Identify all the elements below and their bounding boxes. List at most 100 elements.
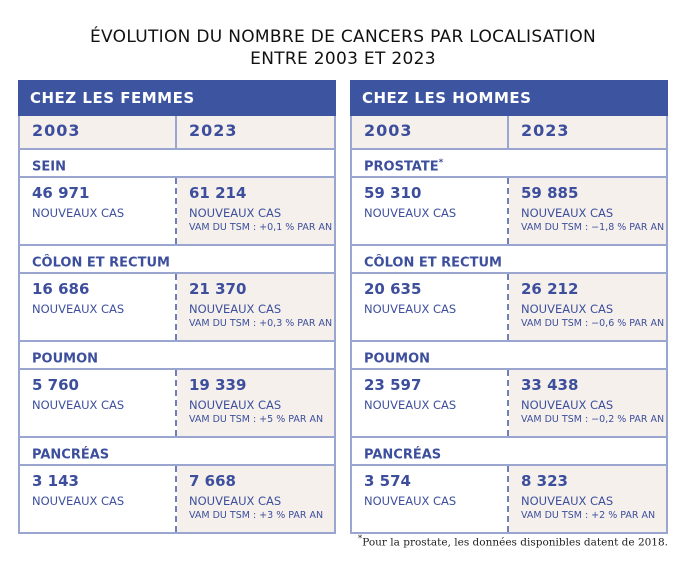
cell-2003: 20 635 NOUVEAUX CAS [352,274,509,340]
label: NOUVEAUX CAS [32,398,125,412]
label: NOUVEAUX CAS [189,494,282,508]
section-title: PANCRÉAS [20,438,334,466]
section-name: PROSTATE [364,159,439,175]
vam-text: VAM DU TSM : −1,8 % PAR AN [521,222,665,233]
value-2003: 16 686 [32,280,90,298]
data-row: 23 597 NOUVEAUX CAS 33 438 NOUVEAUX CAS VAM… [352,370,666,438]
year-2003: 2003 [20,116,177,148]
cell-2023: 26 212 NOUVEAUX CAS VAM DU TSM : −0,6 % PA… [509,274,666,340]
vam-text: VAM DU TSM : +0,1 % PAR AN [189,222,333,233]
cell-2003: 3 574 NOUVEAUX CAS [352,466,509,532]
data-row: 46 971 NOUVEAUX CAS 61 214 NOUVEAUX CAS VAM… [20,178,334,246]
cell-2023: 33 438 NOUVEAUX CAS VAM DU TSM : −0,2 % PA… [509,370,666,436]
label: NOUVEAUX CAS [189,302,282,316]
value-2023: 26 212 [521,280,579,298]
vam-text: VAM DU TSM : −0,6 % PAR AN [521,318,665,329]
label: NOUVEAUX CAS [189,398,282,412]
page-title: ÉVOLUTION DU NOMBRE DE CANCERS PAR LOCAL… [0,26,686,70]
value-2003: 3 574 [364,472,411,490]
vam-text: VAM DU TSM : +0,3 % PAR AN [189,318,333,329]
cell-2023: 59 885 NOUVEAUX CAS VAM DU TSM : −1,8 % PA… [509,178,666,244]
section-title: POUMON [20,342,334,370]
value-2003: 5 760 [32,376,79,394]
cell-2003: 3 143 NOUVEAUX CAS [20,466,177,532]
footnote: *Pour la prostate, les données disponibl… [358,534,668,549]
table-header: CHEZ LES FEMMES [18,80,336,116]
value-2003: 20 635 [364,280,422,298]
cell-2023: 8 323 NOUVEAUX CAS VAM DU TSM : +2 % PAR A… [509,466,666,532]
data-row: 59 310 NOUVEAUX CAS 59 885 NOUVEAUX CAS VAM… [352,178,666,246]
value-2023: 8 323 [521,472,568,490]
section-block: PROSTATE* 59 310 NOUVEAUX CAS 59 885 NOUVE… [352,150,666,246]
data-row: 3 574 NOUVEAUX CAS 8 323 NOUVEAUX CAS VAM D… [352,466,666,532]
section-title: SEIN [20,150,334,178]
section-name: PANCRÉAS [364,447,442,463]
cell-2003: 16 686 NOUVEAUX CAS [20,274,177,340]
section-name: CÔLON ET RECTUM [32,255,170,271]
section-title: CÔLON ET RECTUM [20,246,334,274]
cell-2003: 23 597 NOUVEAUX CAS [352,370,509,436]
section-block: PANCRÉAS 3 574 NOUVEAUX CAS 8 323 NOUVEAUX… [352,438,666,532]
label: NOUVEAUX CAS [189,206,282,220]
value-2023: 21 370 [189,280,247,298]
cell-2003: 5 760 NOUVEAUX CAS [20,370,177,436]
vam-text: VAM DU TSM : −0,2 % PAR AN [521,414,665,425]
table-femmes: CHEZ LES FEMMES 2003 2023 SEIN 46 971 NOUV… [18,80,336,534]
label: NOUVEAUX CAS [32,206,125,220]
label: NOUVEAUX CAS [521,302,614,316]
cell-2003: 59 310 NOUVEAUX CAS [352,178,509,244]
cell-2023: 21 370 NOUVEAUX CAS VAM DU TSM : +0,3 % PA… [177,274,334,340]
footnote-mark: * [357,534,363,544]
value-2023: 33 438 [521,376,579,394]
label: NOUVEAUX CAS [32,302,125,316]
value-2023: 19 339 [189,376,247,394]
cell-2023: 7 668 NOUVEAUX CAS VAM DU TSM : +3 % PAR A… [177,466,334,532]
section-name: SEIN [32,159,66,175]
section-title: PROSTATE* [352,150,666,178]
year-2023: 2023 [521,121,570,140]
section-block: CÔLON ET RECTUM 16 686 NOUVEAUX CAS 21 37… [20,246,334,342]
section-title: PANCRÉAS [352,438,666,466]
section-name: PANCRÉAS [32,447,110,463]
section-name: CÔLON ET RECTUM [364,255,502,271]
section-block: CÔLON ET RECTUM 20 635 NOUVEAUX CAS 26 21… [352,246,666,342]
section-title: POUMON [352,342,666,370]
title-line-2: ENTRE 2003 ET 2023 [250,49,436,69]
data-row: 20 635 NOUVEAUX CAS 26 212 NOUVEAUX CAS VAM… [352,274,666,342]
label: NOUVEAUX CAS [364,494,457,508]
label: NOUVEAUX CAS [364,206,457,220]
years-row: 2003 2023 [20,116,334,150]
year-2003: 2003 [352,116,509,148]
section-block: POUMON 5 760 NOUVEAUX CAS 19 339 NOUVEAUX … [20,342,334,438]
section-block: PANCRÉAS 3 143 NOUVEAUX CAS 7 668 NOUVEAUX… [20,438,334,532]
footnote-text: Pour la prostate, les données disponible… [362,536,668,549]
table-header: CHEZ LES HOMMES [350,80,668,116]
years-row: 2003 2023 [352,116,666,150]
table-hommes: CHEZ LES HOMMES 2003 2023 PROSTATE* 59 31… [350,80,668,534]
cell-2023: 19 339 NOUVEAUX CAS VAM DU TSM : +5 % PAR … [177,370,334,436]
label: NOUVEAUX CAS [521,206,614,220]
value-2003: 23 597 [364,376,422,394]
vam-text: VAM DU TSM : +3 % PAR AN [189,510,324,521]
data-row: 3 143 NOUVEAUX CAS 7 668 NOUVEAUX CAS VAM D… [20,466,334,532]
label: NOUVEAUX CAS [521,398,614,412]
data-row: 5 760 NOUVEAUX CAS 19 339 NOUVEAUX CAS VAM … [20,370,334,438]
label: NOUVEAUX CAS [364,302,457,316]
value-2003: 3 143 [32,472,79,490]
cell-2003: 46 971 NOUVEAUX CAS [20,178,177,244]
section-block: SEIN 46 971 NOUVEAUX CAS 61 214 NOUVEAUX C… [20,150,334,246]
cell-2023: 61 214 NOUVEAUX CAS VAM DU TSM : +0,1 % PA… [177,178,334,244]
title-line-1: ÉVOLUTION DU NOMBRE DE CANCERS PAR LOCAL… [89,27,597,47]
year-2023: 2023 [189,121,238,140]
section-block: POUMON 23 597 NOUVEAUX CAS 33 438 NOUVEAUX… [352,342,666,438]
section-name: POUMON [32,351,99,367]
value-2023: 7 668 [189,472,236,490]
value-2023: 59 885 [521,184,579,202]
data-row: 16 686 NOUVEAUX CAS 21 370 NOUVEAUX CAS VAM… [20,274,334,342]
label: NOUVEAUX CAS [364,398,457,412]
vam-text: VAM DU TSM : +5 % PAR AN [189,414,324,425]
section-title: CÔLON ET RECTUM [352,246,666,274]
value-2003: 59 310 [364,184,422,202]
vam-text: VAM DU TSM : +2 % PAR AN [521,510,656,521]
label: NOUVEAUX CAS [32,494,125,508]
